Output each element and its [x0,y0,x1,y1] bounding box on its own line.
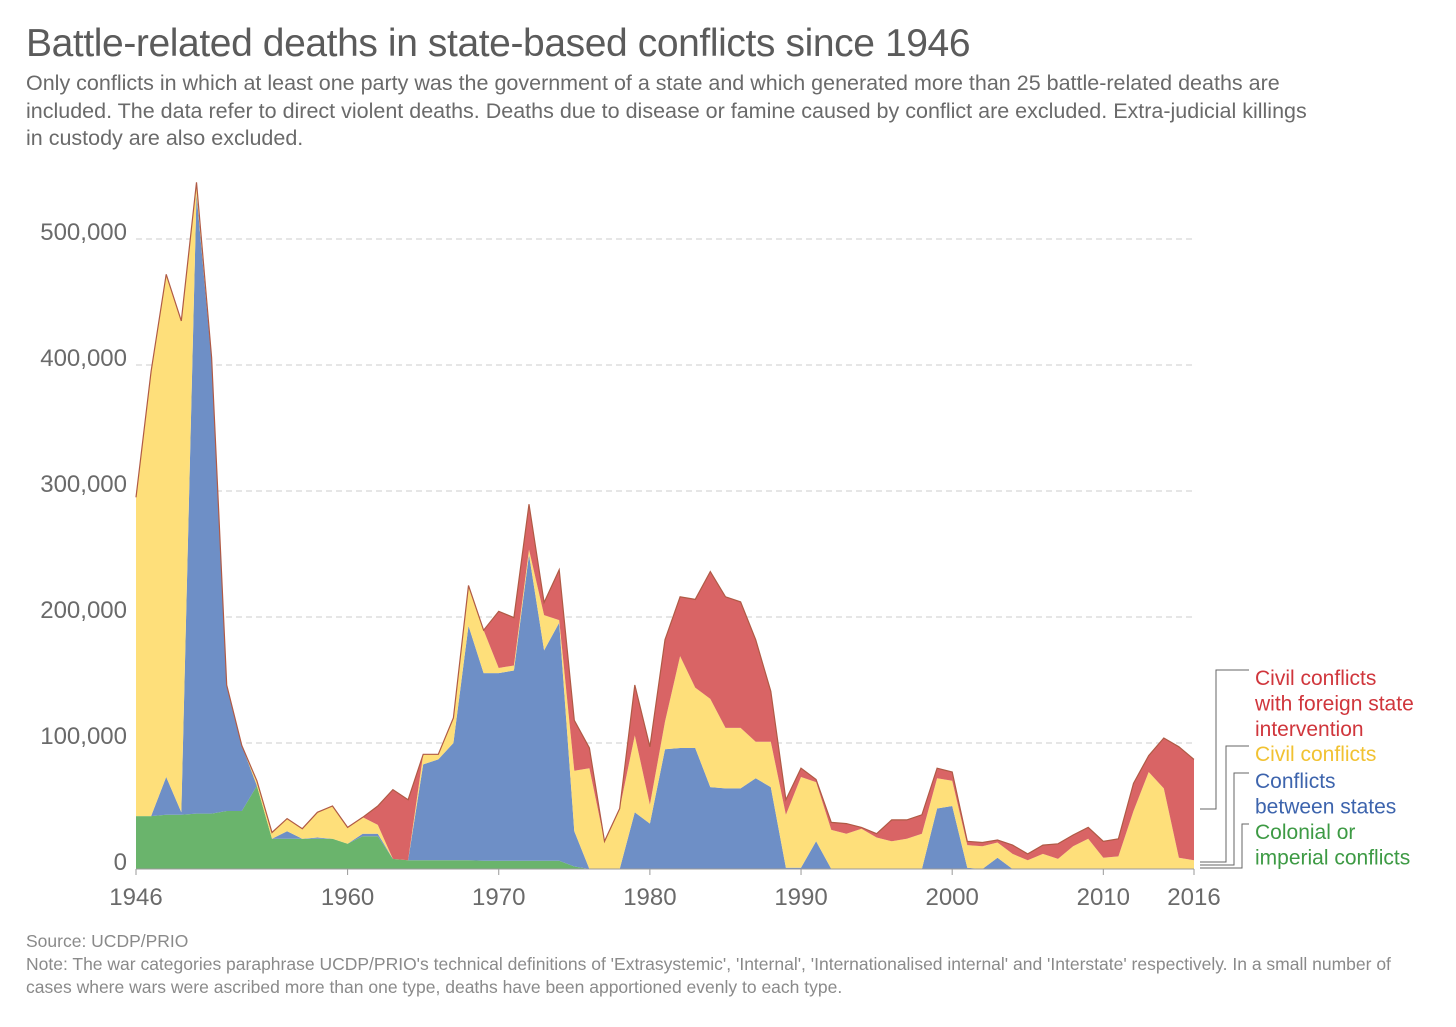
y-tick-label: 500,000 [40,219,127,246]
gridlines [136,238,1194,744]
total-outline [135,182,1195,855]
footer: Source: UCDP/PRIO Note: The war categori… [26,930,1436,999]
x-tick-label: 2016 [1167,884,1220,911]
legend-label: between states [1255,796,1396,819]
area-series-0 [136,785,1194,869]
legend-label: intervention [1255,718,1364,741]
methodology-note: Note: The war categories paraphrase UCDP… [26,954,1391,997]
y-tick-label: 200,000 [40,597,127,624]
legend-label: imperial conflicts [1255,847,1410,870]
legend-label: Civil conflicts [1255,667,1376,690]
y-tick-label: 400,000 [40,345,127,372]
area-series-1 [136,193,1194,870]
x-tick-label: 1980 [623,884,676,911]
legend-label: Colonial or [1255,821,1355,844]
legend-connector [1200,772,1249,866]
legend-label: with foreign state [1254,693,1414,716]
stacked-areas [135,182,1195,870]
x-tick-label: 2000 [925,884,978,911]
x-tick-label: 1946 [109,884,162,911]
x-tick-label: 2010 [1077,884,1130,911]
y-tick-label: 100,000 [40,723,127,750]
area-chart: 0 100,000 200,000 300,000 400,000 500,000 194… [40,182,1414,911]
area-series-2 [136,182,1194,870]
legend-connector [1200,669,1249,810]
legend-connector [1200,823,1249,869]
y-tick-label: 0 [114,849,127,876]
chart-title: Battle-related deaths in state-based con… [26,22,971,65]
chart-subtitle: Only conflicts in which at least one par… [26,71,1307,150]
x-axis: 1946 1960 1970 1980 1990 2000 2010 2016 [109,868,1221,911]
x-tick-label: 1960 [321,884,374,911]
y-axis: 0 100,000 200,000 300,000 400,000 500,000 [40,219,127,876]
x-tick-label: 1990 [774,884,827,911]
legend-connector [1200,745,1249,863]
y-tick-label: 300,000 [40,471,127,498]
legend: Civil conflicts with foreign stateinterve… [1200,667,1414,870]
legend-label: Conflicts [1255,770,1336,793]
source-note: Source: UCDP/PRIO [26,931,189,951]
x-tick-label: 1970 [472,884,525,911]
legend-label: Civil conflicts [1255,743,1376,766]
